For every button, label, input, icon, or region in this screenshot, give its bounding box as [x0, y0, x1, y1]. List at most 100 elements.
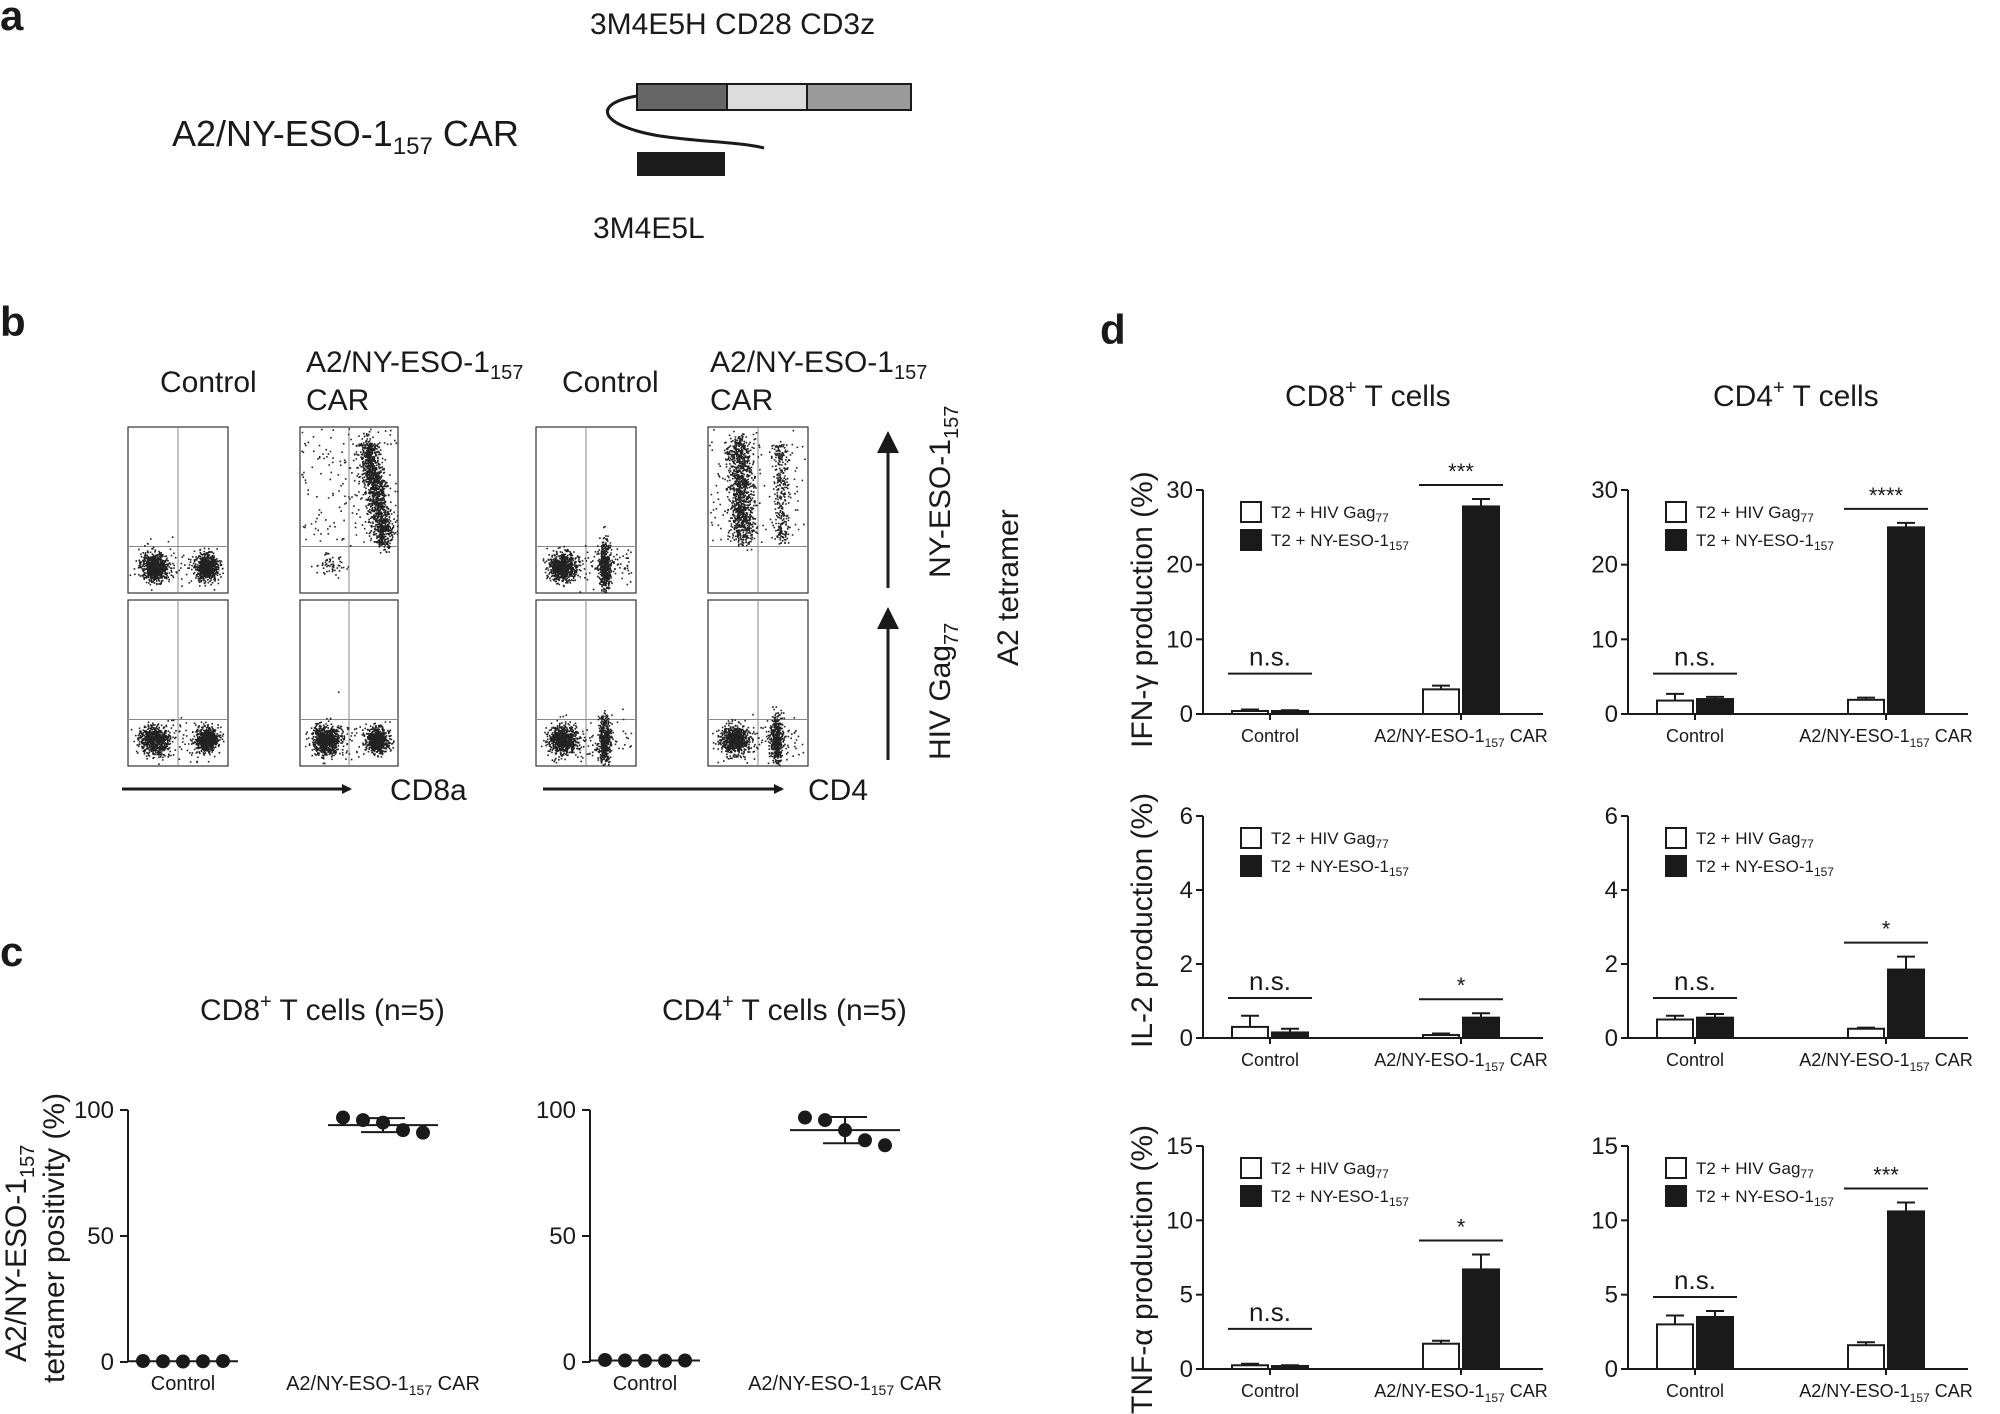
scatter-point — [818, 1113, 832, 1128]
bar-hiv-gag — [1231, 710, 1269, 715]
hiv-gag-axis-label: HIV Gag77 — [924, 623, 963, 760]
bar-y-tick-label: 5 — [1605, 1282, 1618, 1309]
flow-events — [712, 706, 805, 766]
bar-y-tick-label: 0 — [1605, 701, 1618, 728]
flow-events — [542, 525, 633, 594]
legend-label-hiv-gag: T2 + HIV Gag77 — [1271, 829, 1389, 851]
scatter-point — [216, 1353, 230, 1368]
bar-ny-eso — [1696, 1016, 1734, 1040]
cd8-column-title: CD8+ T cells — [1285, 377, 1451, 413]
bar-y-tick-label: 4 — [1605, 877, 1618, 904]
legend-swatch-hiv-gag — [1665, 1157, 1687, 1179]
bar-x-tick-label: A2/NY-ESO-1157 CAR — [1799, 1381, 1972, 1405]
bar-hiv-gag — [1231, 1364, 1269, 1370]
cd28-domain — [726, 83, 808, 111]
bar-hiv-gag — [1847, 698, 1885, 716]
car-domain-labels: 3M4E5H CD28 CD3z — [590, 8, 875, 41]
bar-hiv-gag — [1656, 1323, 1694, 1371]
legend-swatch-hiv-gag — [1665, 827, 1687, 849]
flow-events — [304, 691, 395, 765]
flow-events — [709, 429, 806, 551]
flow-car-label-cd4-line2: CAR — [710, 384, 773, 417]
ny-eso-axis-label: NY-ESO-1157 — [924, 406, 963, 578]
bar-y-tick-label: 2 — [1180, 951, 1193, 978]
panel-b-letter: b — [0, 298, 26, 345]
bar-x-tick-label: A2/NY-ESO-1157 CAR — [1799, 1050, 1972, 1074]
bar-y-tick-label: 2 — [1605, 951, 1618, 978]
bar-hiv-gag — [1422, 1342, 1460, 1371]
bar-significance-label: * — [1882, 917, 1891, 942]
bar-ny-eso — [1271, 710, 1309, 715]
bar-y-tick-label: 20 — [1166, 552, 1193, 579]
legend-swatch-ny-eso — [1240, 1185, 1262, 1207]
legend-swatch-ny-eso — [1665, 1185, 1687, 1207]
tetramer-axis-label: A2 tetramer — [992, 509, 1025, 666]
bar-y-tick-label: 30 — [1591, 477, 1618, 504]
bar-ny-eso — [1696, 698, 1734, 715]
scatter-point — [156, 1354, 170, 1369]
bar-x-tick-label: Control — [1666, 1381, 1724, 1401]
bar-significance-label: n.s. — [1249, 642, 1291, 672]
legend-label-ny-eso: T2 + NY-ESO-1157 — [1696, 857, 1834, 879]
bar-y-tick-label: 15 — [1591, 1133, 1618, 1160]
ifn-ylabel: IFN-γ production (%) — [1126, 471, 1159, 748]
panel-a-letter: a — [0, 0, 24, 39]
bar-significance-label: n.s. — [1249, 1297, 1291, 1327]
bar-x-tick-label: A2/NY-ESO-1157 CAR — [1799, 726, 1972, 750]
bar-hiv-gag — [1231, 1025, 1269, 1040]
legend-swatch-ny-eso — [1240, 529, 1262, 551]
scatter-x-tick-label: Control — [613, 1373, 677, 1395]
bar-x-tick-label: A2/NY-ESO-1157 CAR — [1374, 726, 1547, 750]
bar-y-tick-label: 10 — [1166, 1207, 1193, 1234]
cd4-column-title: CD4+ T cells — [1713, 377, 1879, 413]
scatter-y-tick-label: 100 — [74, 1097, 114, 1124]
cd3z-domain — [806, 83, 912, 111]
panel-d-letter: d — [1100, 306, 1126, 353]
legend-swatch-hiv-gag — [1665, 501, 1687, 523]
car-construct-name: A2/NY-ESO-1157 CAR — [172, 113, 519, 160]
scatter-y-tick-label: 100 — [536, 1097, 576, 1124]
legend-label-hiv-gag: T2 + HIV Gag77 — [1696, 829, 1814, 851]
scatter-title: CD4+ T cells (n=5) — [662, 991, 907, 1027]
scatter-y-tick-label: 50 — [87, 1223, 114, 1250]
bar-ny-eso — [1271, 1365, 1309, 1370]
flow-control-label-cd8: Control — [160, 366, 257, 399]
legend-label-ny-eso: T2 + NY-ESO-1157 — [1271, 857, 1409, 879]
cd8-axis-label: CD8a — [390, 774, 467, 807]
flow-control-label-cd4: Control — [562, 366, 659, 399]
bar-ny-eso — [1271, 1031, 1309, 1039]
il2-ylabel: IL-2 production (%) — [1126, 793, 1159, 1048]
legend-label-hiv-gag: T2 + HIV Gag77 — [1696, 503, 1814, 525]
legend-label-hiv-gag: T2 + HIV Gag77 — [1271, 1159, 1389, 1181]
legend-swatch-ny-eso — [1665, 529, 1687, 551]
cd4-axis-label: CD4 — [808, 774, 868, 807]
bar-ny-eso — [1696, 1315, 1734, 1371]
flow-events — [129, 536, 224, 591]
scatter-point — [598, 1352, 612, 1367]
flow-car-label-cd8: A2/NY-ESO-1157 — [306, 346, 523, 384]
flow-car-label-cd4: A2/NY-ESO-1157 — [710, 346, 927, 384]
flow-car-label-cd8-line2: CAR — [306, 384, 369, 417]
scatter-point — [356, 1113, 370, 1128]
flow-events — [540, 708, 633, 766]
bar-y-tick-label: 5 — [1180, 1282, 1193, 1309]
bar-y-tick-label: 0 — [1605, 1025, 1618, 1052]
bar-y-tick-label: 4 — [1180, 877, 1193, 904]
legend-swatch-ny-eso — [1665, 855, 1687, 877]
tetramer-ylabel-line1: A2/NY-ESO-1157 — [0, 1145, 39, 1362]
bar-hiv-gag — [1847, 1027, 1885, 1039]
bar-x-tick-label: A2/NY-ESO-1157 CAR — [1374, 1381, 1547, 1405]
flow-events — [130, 717, 225, 765]
bar-hiv-gag — [1656, 699, 1694, 715]
panel-c-charts: CD8+ T cells (n=5) 0 50 100 Control A2/NY-ESO… — [74, 991, 942, 1398]
bar-hiv-gag — [1422, 688, 1460, 715]
legend-swatch-ny-eso — [1240, 855, 1262, 877]
bar-significance-label: n.s. — [1674, 642, 1716, 672]
bar-ny-eso — [1462, 1016, 1500, 1040]
scatter-point — [136, 1353, 150, 1368]
bar-y-tick-label: 0 — [1605, 1356, 1618, 1383]
bar-y-tick-label: 0 — [1180, 1025, 1193, 1052]
scatter-point — [396, 1123, 410, 1138]
scatter-point — [336, 1110, 350, 1125]
